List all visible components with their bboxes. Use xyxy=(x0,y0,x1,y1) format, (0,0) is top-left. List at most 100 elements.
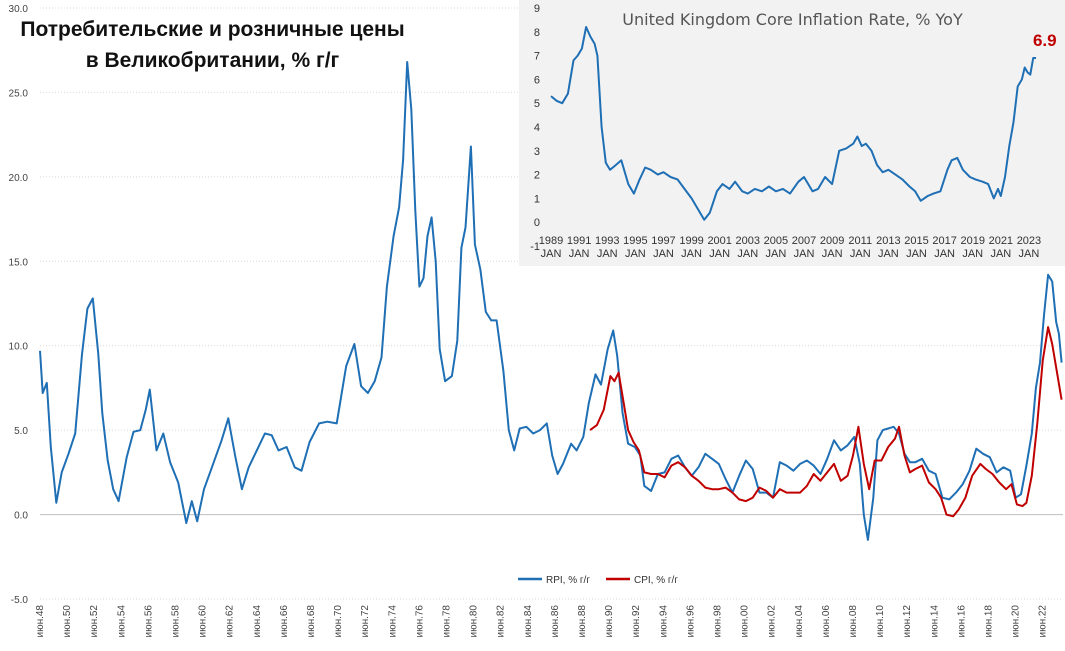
inset-background xyxy=(519,0,1065,266)
y-tick-label: 0.0 xyxy=(14,511,28,522)
x-tick-label: июн.14 xyxy=(929,605,940,638)
x-tick-label: июн.98 xyxy=(712,605,723,638)
inset-y-tick-label: 4 xyxy=(534,122,540,134)
x-tick-label: июн.78 xyxy=(441,605,452,638)
x-tick-label: июн.12 xyxy=(902,605,913,638)
inset-x-tick-month: JAN xyxy=(962,248,983,260)
x-tick-label: июн.80 xyxy=(469,605,480,638)
x-tick-label: июн.82 xyxy=(496,605,507,638)
inset-x-tick-month: JAN xyxy=(878,248,899,260)
inset-x-tick-month: JAN xyxy=(737,248,758,260)
x-tick-label: июн.50 xyxy=(62,605,73,638)
inset-x-tick-month: JAN xyxy=(822,248,843,260)
y-tick-label: 15.0 xyxy=(9,257,29,268)
x-tick-label: июн.72 xyxy=(360,605,371,638)
x-tick-label: июн.74 xyxy=(387,605,398,638)
inset-y-tick-label: 1 xyxy=(534,193,540,205)
inset-x-tick-month: JAN xyxy=(569,248,590,260)
y-tick-label: -5.0 xyxy=(11,595,29,606)
inset-x-tick-year: 2023 xyxy=(1017,235,1041,247)
inset-y-tick-label: 5 xyxy=(534,98,540,110)
inset-x-tick-month: JAN xyxy=(990,248,1011,260)
y-tick-label: 5.0 xyxy=(14,426,28,437)
inset-x-tick-month: JAN xyxy=(1019,248,1040,260)
x-tick-label: июн.88 xyxy=(577,605,588,638)
x-tick-label: июн.48 xyxy=(35,605,46,638)
x-tick-label: июн.76 xyxy=(414,605,425,638)
x-tick-label: июн.52 xyxy=(89,605,100,638)
cpi-series-line xyxy=(589,326,1063,518)
inset-x-tick-month: JAN xyxy=(653,248,674,260)
inset-y-tick-label: 2 xyxy=(534,170,540,182)
legend-label: RPI, % г/г xyxy=(546,575,590,586)
x-tick-label: июн.94 xyxy=(658,605,669,638)
legend-label: CPI, % г/г xyxy=(634,575,678,586)
x-tick-label: июн.08 xyxy=(848,605,859,638)
x-tick-label: июн.92 xyxy=(631,605,642,638)
inset-y-tick-label: 3 xyxy=(534,146,540,158)
inset-x-tick-year: 1993 xyxy=(595,235,619,247)
inset-x-tick-year: 1991 xyxy=(567,235,591,247)
inset-y-tick-label: 6 xyxy=(534,74,540,86)
x-tick-label: июн.58 xyxy=(170,605,181,638)
inset-y-tick-label: 7 xyxy=(534,51,540,63)
inset-x-tick-month: JAN xyxy=(681,248,702,260)
x-tick-label: июн.10 xyxy=(875,605,886,638)
inset-x-tick-year: 2007 xyxy=(792,235,816,247)
x-tick-label: июн.84 xyxy=(523,605,534,638)
inset-x-tick-year: 1997 xyxy=(651,235,675,247)
y-tick-label: 30.0 xyxy=(9,4,29,15)
inset-x-tick-year: 2013 xyxy=(876,235,900,247)
inset-x-tick-year: 2017 xyxy=(932,235,956,247)
inset-x-tick-year: 2001 xyxy=(707,235,731,247)
inset-x-tick-month: JAN xyxy=(766,248,787,260)
inset-y-tick-label: 0 xyxy=(534,217,540,229)
inset-x-tick-month: JAN xyxy=(934,248,955,260)
inset-x-tick-month: JAN xyxy=(597,248,618,260)
y-tick-label: 25.0 xyxy=(9,88,29,99)
inset-x-tick-year: 1999 xyxy=(679,235,703,247)
x-tick-label: июн.00 xyxy=(740,605,751,638)
x-tick-label: июн.02 xyxy=(767,605,778,638)
inset-x-tick-year: 2005 xyxy=(764,235,788,247)
inset-x-tick-year: 2003 xyxy=(736,235,760,247)
inset-x-tick-month: JAN xyxy=(709,248,730,260)
inset-y-tick-label: 8 xyxy=(534,27,540,39)
x-tick-label: июн.90 xyxy=(604,605,615,638)
x-tick-label: июн.86 xyxy=(550,605,561,638)
inset-x-tick-month: JAN xyxy=(625,248,646,260)
y-tick-label: 10.0 xyxy=(9,342,29,353)
inset-x-tick-year: 1995 xyxy=(623,235,647,247)
x-tick-label: июн.68 xyxy=(306,605,317,638)
x-tick-label: июн.62 xyxy=(225,605,236,638)
inset-x-tick-month: JAN xyxy=(906,248,927,260)
x-tick-label: июн.70 xyxy=(333,605,344,638)
inset-x-tick-month: JAN xyxy=(850,248,871,260)
x-tick-label: июн.96 xyxy=(685,605,696,638)
inset-x-tick-year: 2011 xyxy=(848,235,872,247)
inset-y-tick-label: -1 xyxy=(530,241,540,253)
x-tick-label: июн.18 xyxy=(983,605,994,638)
x-tick-label: июн.20 xyxy=(1011,605,1022,638)
inset-title: United Kingdom Core Inflation Rate, % Yo… xyxy=(622,10,963,29)
x-tick-label: июн.60 xyxy=(198,605,209,638)
x-tick-label: июн.56 xyxy=(143,605,154,638)
x-tick-label: июн.22 xyxy=(1038,605,1049,638)
x-tick-label: июн.66 xyxy=(279,605,290,638)
x-tick-label: июн.06 xyxy=(821,605,832,638)
inset-x-tick-year: 2015 xyxy=(904,235,928,247)
inset-x-tick-month: JAN xyxy=(541,248,562,260)
x-tick-label: июн.54 xyxy=(116,605,127,638)
inset-x-tick-year: 2009 xyxy=(820,235,844,247)
inset-x-tick-year: 2019 xyxy=(960,235,984,247)
x-tick-label: июн.64 xyxy=(252,605,263,638)
inset-y-tick-label: 9 xyxy=(534,3,540,15)
inset-x-tick-month: JAN xyxy=(794,248,815,260)
y-tick-label: 20.0 xyxy=(9,173,29,184)
inset-series-line xyxy=(550,26,1036,221)
chart-title: Потребительские и розничные цены в Велик… xyxy=(20,18,405,72)
x-tick-label: июн.16 xyxy=(956,605,967,638)
inset-last-value-label: 6.9 xyxy=(1033,31,1057,50)
x-tick-label: июн.04 xyxy=(794,605,805,638)
